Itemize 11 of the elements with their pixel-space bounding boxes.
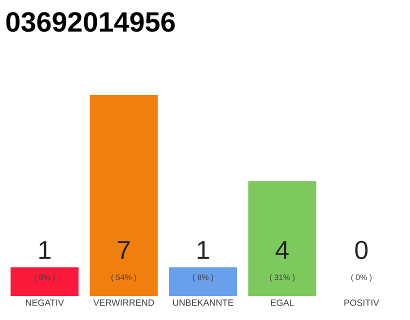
data-label: 1 xyxy=(198,241,209,259)
chart-title: 03692014956 xyxy=(6,12,175,32)
x-tick-label: NEGATIV xyxy=(26,300,64,306)
data-label: 0 xyxy=(355,240,368,260)
x-tick-label: POSITIV xyxy=(344,300,380,306)
x-tick-label: EGAL xyxy=(270,300,294,306)
data-label: 1 xyxy=(39,241,51,259)
data-label: 4 xyxy=(276,241,289,259)
x-tick-label: VERWIRREND xyxy=(93,300,154,306)
x-tick-label: UNBEKANNTE xyxy=(173,300,234,306)
data-label: 7 xyxy=(118,241,130,259)
